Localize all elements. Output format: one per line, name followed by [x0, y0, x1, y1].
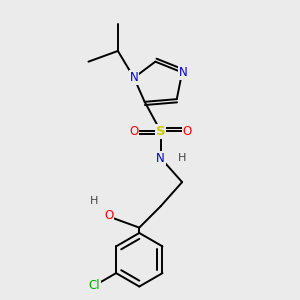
Text: N: N: [179, 66, 188, 79]
Text: H: H: [90, 196, 98, 206]
Text: N: N: [156, 152, 165, 164]
Text: S: S: [156, 125, 166, 138]
Text: O: O: [104, 209, 113, 222]
Text: O: O: [183, 125, 192, 138]
Text: H: H: [178, 153, 186, 163]
Text: O: O: [129, 125, 139, 138]
Text: N: N: [130, 71, 138, 84]
Text: Cl: Cl: [88, 279, 100, 292]
